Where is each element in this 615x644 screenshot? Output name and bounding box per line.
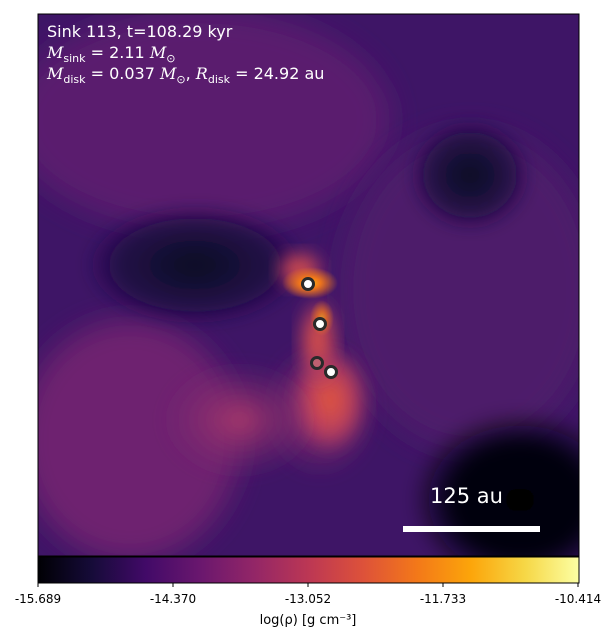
colorbar xyxy=(37,556,580,584)
scale-bar xyxy=(403,526,540,532)
density-map xyxy=(38,14,579,556)
sink-marker xyxy=(310,356,324,370)
sink-marker xyxy=(324,365,338,379)
colorbar-tick-label: -11.733 xyxy=(419,592,467,606)
colorbar-tick-label: -13.052 xyxy=(284,592,332,606)
title-line-3: Mdisk = 0.037 M⊙, Rdisk = 24.92 au xyxy=(47,64,325,87)
scale-bar-label: 125 au xyxy=(430,484,503,508)
colorbar-tick-label: -10.414 xyxy=(554,592,602,606)
title-line-2: Msink = 2.11 M⊙ xyxy=(47,43,176,66)
colorbar-ticks xyxy=(37,583,579,587)
sink-markers xyxy=(301,277,338,379)
sink-marker xyxy=(301,277,315,291)
colorbar-tick-label: -14.370 xyxy=(149,592,197,606)
image-frame xyxy=(37,13,580,557)
title-line-1: Sink 113, t=108.29 kyr xyxy=(47,22,233,41)
colorbar-tick-label: -15.689 xyxy=(14,592,62,606)
sink-marker xyxy=(313,317,327,331)
colorbar-label: log(ρ) [g cm⁻³] xyxy=(259,613,357,628)
